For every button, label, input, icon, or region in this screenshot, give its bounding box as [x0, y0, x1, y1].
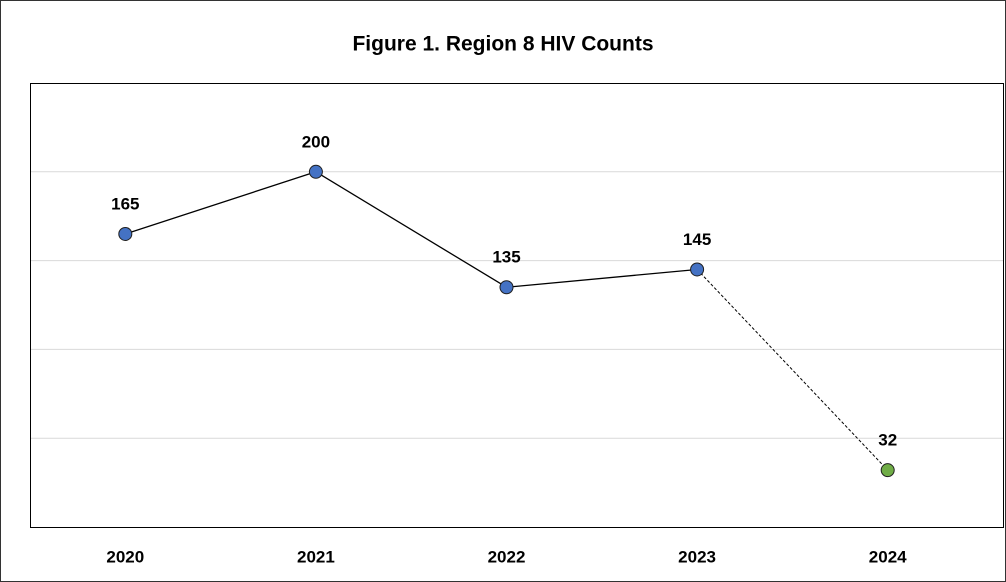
marker: [499, 280, 514, 295]
x-tick-label: 2022: [488, 547, 526, 566]
data-label: 32: [878, 431, 897, 450]
x-tick-label: 2023: [678, 547, 716, 566]
data-label: 200: [302, 132, 330, 151]
marker: [690, 262, 705, 277]
plot-area: [30, 83, 1004, 528]
line-segment: [506, 268, 698, 288]
x-tick-label: 2021: [297, 547, 335, 566]
line-segment: [125, 171, 317, 235]
x-tick-label: 2020: [106, 547, 144, 566]
line-segment: [315, 171, 507, 288]
data-label: 135: [492, 248, 520, 267]
data-label: 145: [683, 230, 711, 249]
line-segment: [696, 269, 889, 471]
marker: [308, 164, 323, 179]
data-label: 165: [111, 194, 139, 213]
marker: [880, 463, 895, 478]
chart-title: Figure 1. Region 8 HIV Counts: [352, 33, 653, 56]
x-tick-label: 2024: [869, 547, 907, 566]
marker: [118, 226, 133, 241]
